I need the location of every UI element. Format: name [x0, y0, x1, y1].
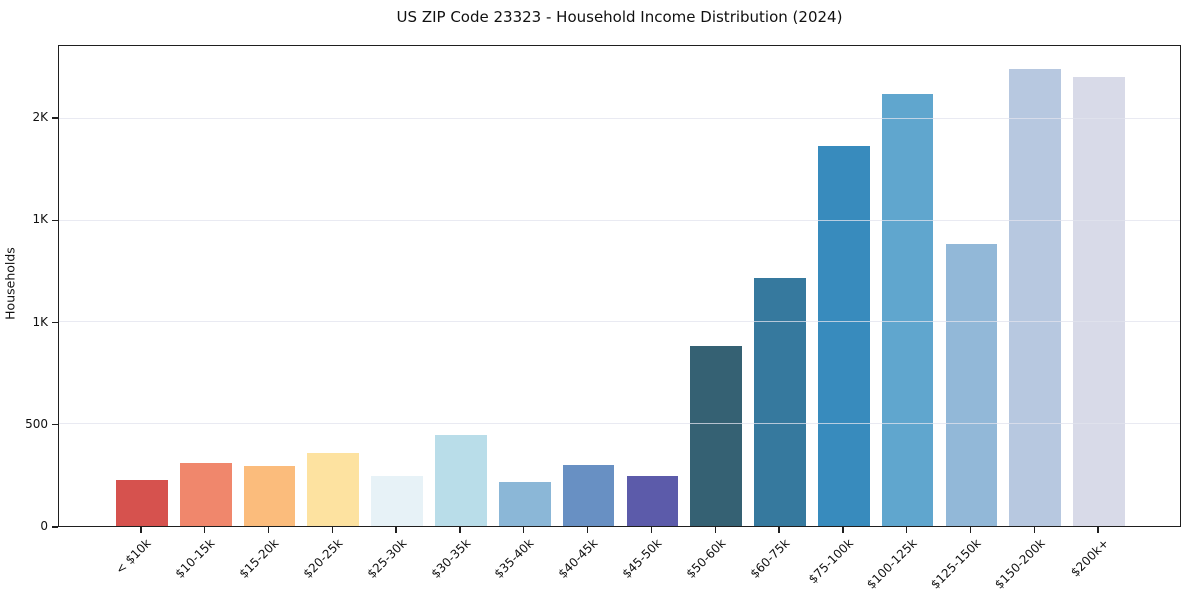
bar-$75-100k	[817, 146, 870, 526]
y-tick-label: 500	[25, 416, 48, 431]
x-tick-mark	[714, 527, 716, 533]
chart-title: US ZIP Code 23323 - Household Income Dis…	[396, 8, 843, 26]
gridline-1K	[59, 321, 1180, 323]
x-tick-label: $150-200k	[991, 536, 1048, 590]
y-tick-label: 1K	[32, 314, 48, 329]
x-tick-mark	[586, 527, 589, 533]
x-tick-label: $30-35k	[428, 536, 473, 581]
x-tick-label: $15-20k	[236, 536, 282, 581]
bar-$150-200k	[1009, 68, 1062, 526]
x-tick-label: $45-50k	[619, 536, 665, 581]
x-tick-label: $20-25k	[300, 536, 346, 581]
y-tick-label: 1K	[32, 212, 48, 227]
x-tick-mark	[523, 527, 525, 533]
gridline-1K	[59, 219, 1180, 221]
x-tick-mark	[905, 527, 908, 533]
x-tick-label: $60-75k	[747, 536, 792, 581]
bar-$200k+	[1073, 77, 1125, 526]
bar-$25-30k	[371, 475, 423, 526]
bar-< $10k	[116, 479, 168, 526]
x-tick-label: $75-100k	[805, 536, 856, 587]
bar-$40-45k	[562, 464, 615, 526]
x-tick-mark	[1097, 527, 1099, 533]
bar-$60-75k	[754, 278, 806, 526]
x-tick-mark	[650, 527, 653, 533]
x-tick-label: $40-45k	[555, 536, 601, 581]
y-axis-label: Households	[2, 247, 18, 320]
x-tick-mark	[395, 527, 397, 533]
bar-$45-50k	[626, 475, 679, 526]
x-tick-mark	[331, 527, 334, 533]
x-tick-mark	[842, 527, 844, 533]
x-tick-label: < $10k	[112, 536, 154, 577]
bar-$35-40k	[498, 481, 551, 526]
y-tick-label: 2K	[32, 110, 48, 124]
x-tick-mark	[1033, 527, 1035, 533]
bar-$50-60k	[690, 345, 743, 526]
x-tick-mark	[204, 527, 206, 533]
bar-$30-35k	[435, 434, 487, 526]
plot-area	[58, 45, 1181, 527]
x-tick-label: $125-150k	[927, 536, 984, 590]
x-tick-mark	[778, 527, 780, 533]
x-tick-mark	[459, 527, 461, 533]
bar-$10-15k	[179, 462, 232, 526]
bar-$20-25k	[307, 452, 360, 526]
x-tick-label: $200k+	[1067, 536, 1111, 580]
y-tick-mark	[52, 321, 58, 324]
x-tick-label: $50-60k	[683, 536, 729, 581]
x-tick-label: $10-15k	[172, 536, 218, 581]
bar-$100-125k	[881, 94, 934, 526]
bar-$125-150k	[945, 243, 998, 526]
y-tick-mark	[52, 117, 58, 119]
x-tick-mark	[140, 527, 142, 533]
gridline-500	[59, 423, 1180, 425]
x-tick-label: $25-30k	[364, 536, 410, 581]
x-tick-label: $100-125k	[863, 536, 920, 590]
x-tick-mark	[969, 527, 972, 533]
y-tick-mark	[52, 424, 58, 426]
gridline-2K	[59, 117, 1180, 119]
x-tick-label: $35-40k	[491, 536, 537, 581]
y-tick-mark	[52, 219, 58, 221]
bar-$15-20k	[243, 466, 296, 526]
y-tick-label: 0	[40, 519, 48, 533]
y-tick-mark	[52, 526, 58, 528]
x-tick-mark	[267, 527, 270, 533]
